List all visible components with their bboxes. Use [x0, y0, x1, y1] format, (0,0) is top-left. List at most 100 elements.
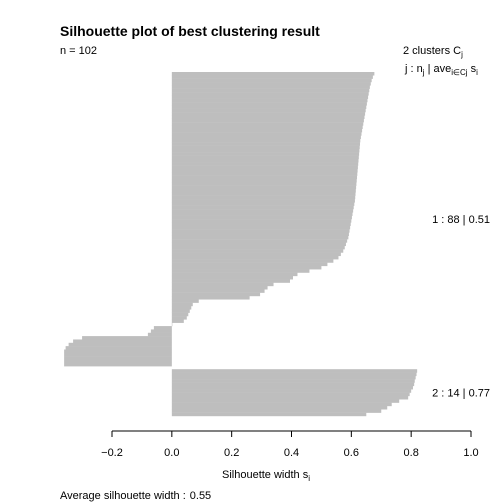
- silhouette-bar: [171, 108, 366, 113]
- silhouette-bar: [171, 219, 352, 223]
- silhouette-bar: [171, 255, 339, 260]
- silhouette-bar: [171, 372, 417, 377]
- x-tick-label: 0.4: [284, 447, 299, 459]
- silhouette-bar: [171, 172, 358, 176]
- silhouette-bar: [64, 362, 172, 367]
- x-tick-label: −0.2: [101, 447, 123, 459]
- silhouette-bar: [171, 245, 345, 250]
- silhouette-bar: [171, 312, 189, 317]
- silhouette-bar: [171, 392, 410, 397]
- silhouette-bar: [171, 128, 363, 133]
- silhouette-bar: [171, 175, 358, 180]
- x-axis: −0.2 0.0 0.2 0.4 0.6 0.8 1.0: [101, 430, 479, 459]
- silhouette-bar: [171, 189, 356, 193]
- silhouette-bar: [171, 322, 173, 327]
- silhouette-bar: [171, 385, 413, 390]
- silhouette-bar: [171, 72, 375, 76]
- silhouette-bar: [171, 78, 372, 83]
- clusters-subheader: j : nj | avei∈Cj si: [404, 63, 478, 77]
- silhouette-bar: [171, 205, 354, 210]
- silhouette-bar: [171, 239, 348, 243]
- silhouette-bar: [171, 272, 298, 277]
- silhouette-bar: [171, 299, 199, 303]
- silhouette-bar: [171, 199, 355, 203]
- silhouette-bar: [171, 395, 409, 400]
- silhouette-bar: [171, 162, 359, 166]
- silhouette-bar: [171, 409, 382, 413]
- clusters-header: 2 clusters Cj: [403, 45, 463, 59]
- silhouette-bar: [171, 319, 184, 323]
- silhouette-bar: [171, 135, 361, 140]
- x-tick-label: 0.8: [404, 447, 419, 459]
- silhouette-bar: [171, 158, 359, 163]
- silhouette-bar: [171, 412, 367, 417]
- silhouette-bars: [64, 72, 418, 417]
- silhouette-bar: [171, 112, 366, 116]
- silhouette-bar: [171, 262, 328, 267]
- silhouette-bar: [171, 132, 362, 136]
- silhouette-bar: [171, 148, 360, 153]
- silhouette-bar: [171, 182, 357, 186]
- silhouette-bar: [171, 242, 346, 247]
- silhouette-bar: [171, 285, 268, 290]
- silhouette-bar: [150, 329, 172, 333]
- silhouette-bar: [171, 145, 360, 150]
- silhouette-bar: [171, 405, 388, 410]
- chart-title: Silhouette plot of best clustering resul…: [60, 23, 320, 39]
- silhouette-bar: [171, 209, 354, 213]
- silhouette-bar: [171, 88, 370, 93]
- silhouette-bar: [171, 195, 356, 200]
- silhouette-bar: [153, 326, 172, 330]
- silhouette-bar: [65, 346, 172, 350]
- silhouette-bar: [171, 316, 187, 320]
- silhouette-bar: [171, 202, 355, 206]
- x-tick-label: 0.2: [224, 447, 239, 459]
- silhouette-bar: [64, 352, 172, 357]
- silhouette-bar: [171, 122, 364, 126]
- silhouette-bar: [171, 302, 193, 307]
- silhouette-bar: [171, 369, 418, 373]
- silhouette-bar: [171, 232, 349, 237]
- silhouette-bar: [171, 282, 274, 287]
- silhouette-bar: [171, 125, 363, 130]
- silhouette-bar: [171, 399, 400, 403]
- silhouette-bar: [171, 215, 352, 220]
- silhouette-bar: [171, 292, 261, 297]
- silhouette-bar: [171, 192, 356, 196]
- silhouette-bar: [171, 269, 310, 273]
- silhouette-bar: [171, 115, 365, 120]
- n-label: n = 102: [60, 45, 97, 57]
- silhouette-bar: [171, 168, 358, 173]
- silhouette-bar: [171, 82, 371, 86]
- silhouette-bar: [171, 249, 344, 253]
- silhouette-bar: [171, 98, 368, 103]
- silhouette-bar: [64, 349, 172, 354]
- silhouette-bar: [171, 212, 353, 216]
- average-silhouette-label: Average silhouette width :0.55: [60, 490, 211, 502]
- silhouette-bar: [171, 309, 190, 313]
- silhouette-bar: [171, 222, 351, 226]
- silhouette-bar: [171, 185, 357, 190]
- silhouette-bar: [171, 178, 357, 183]
- silhouette-bar: [171, 75, 373, 79]
- silhouette-bar: [171, 85, 370, 89]
- silhouette-bar: [171, 259, 334, 263]
- silhouette-bar: [171, 152, 360, 156]
- silhouette-bar: [171, 92, 369, 96]
- x-tick-label: 1.0: [463, 447, 478, 459]
- silhouette-bar: [82, 336, 172, 340]
- silhouette-bar: [171, 295, 250, 300]
- silhouette-bar: [171, 252, 341, 257]
- silhouette-bar: [171, 289, 265, 293]
- silhouette-bar: [64, 359, 172, 364]
- x-axis-label: Silhouette width si: [222, 469, 310, 483]
- silhouette-bar: [171, 402, 392, 407]
- silhouette-bar: [171, 229, 350, 233]
- silhouette-bar: [171, 235, 349, 240]
- silhouette-bar: [171, 382, 415, 387]
- silhouette-bar: [171, 95, 369, 99]
- silhouette-bar: [171, 155, 359, 160]
- silhouette-bar: [171, 142, 361, 146]
- silhouette-bar: [171, 118, 364, 123]
- silhouette-bar: [171, 375, 416, 380]
